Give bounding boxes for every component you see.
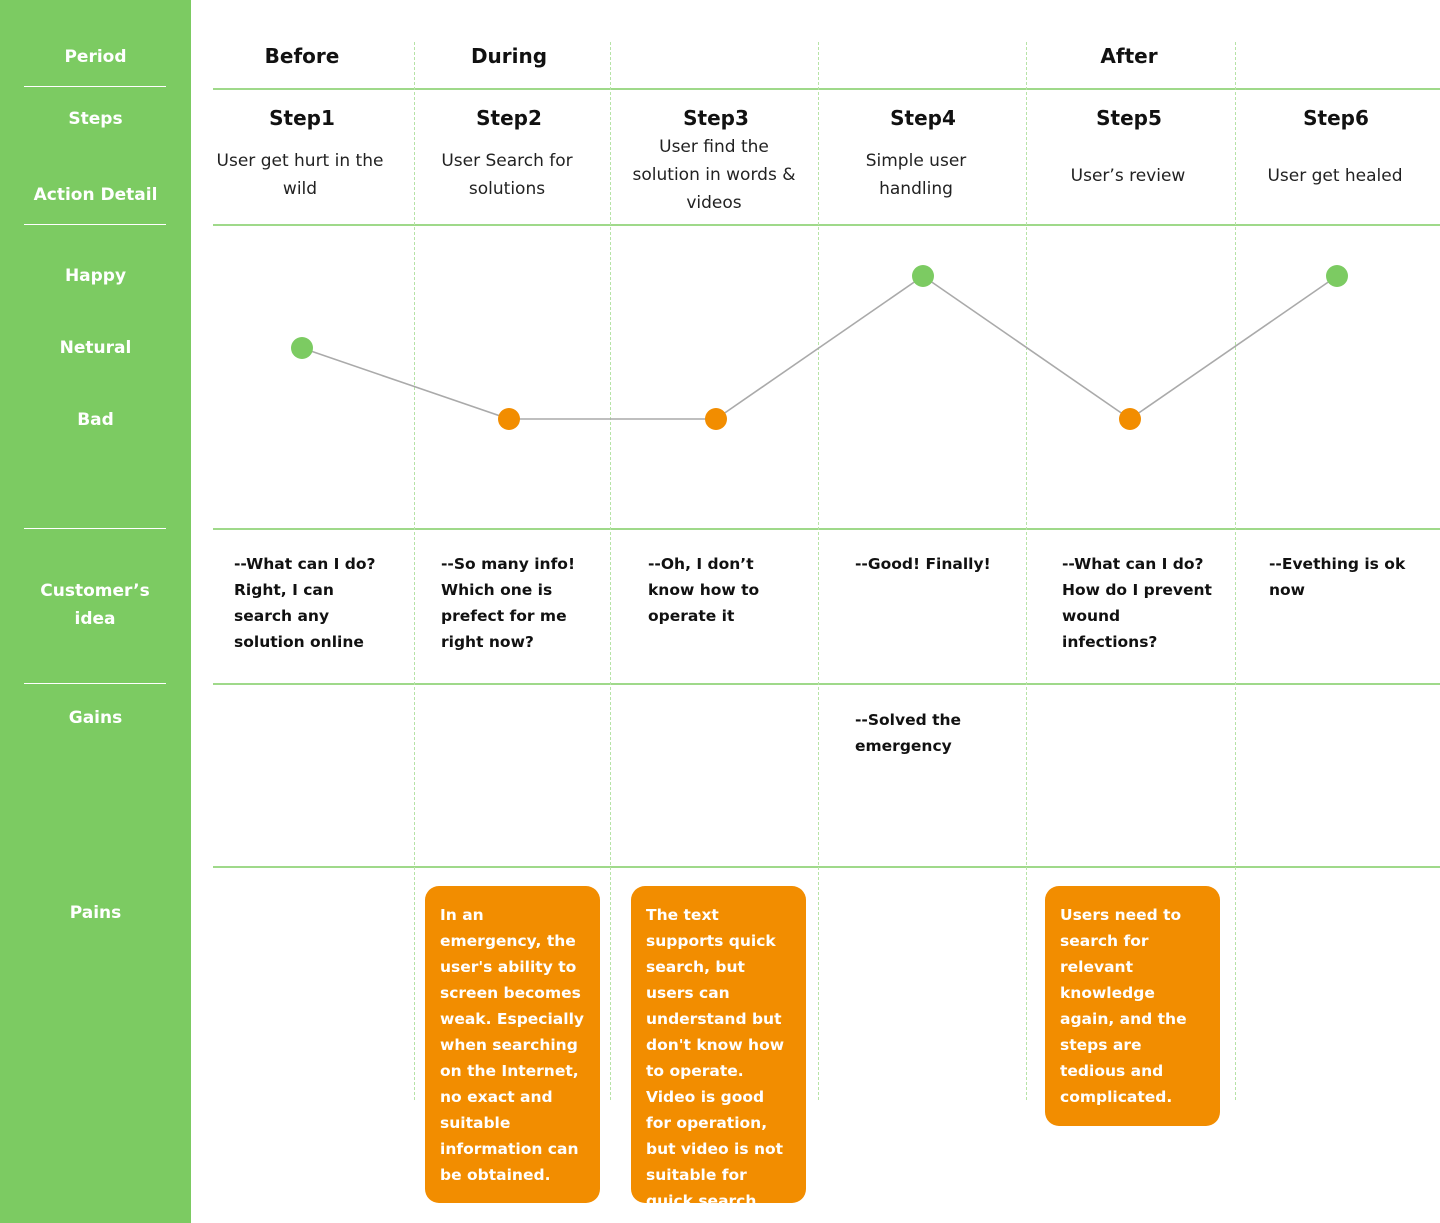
emotion-point-step1 bbox=[291, 337, 313, 359]
row-label-bad: Bad bbox=[77, 410, 114, 430]
period-after: After bbox=[1100, 44, 1158, 68]
customer-idea-4: --Good! Finally! bbox=[855, 555, 991, 573]
step-title-5: Step5 bbox=[1096, 106, 1162, 130]
column-divider bbox=[414, 42, 415, 1100]
step-title-4: Step4 bbox=[890, 106, 956, 130]
emotion-line-segment bbox=[715, 275, 924, 420]
column-divider bbox=[818, 42, 819, 1100]
pain-card-3: The text supports quick search, but user… bbox=[631, 886, 806, 1210]
period-before: Before bbox=[264, 44, 340, 68]
sidebar-divider bbox=[24, 86, 166, 87]
action-detail-2: User Search for solutions bbox=[441, 151, 573, 199]
row-label-customers-idea: Customer’s idea bbox=[40, 581, 150, 629]
customer-idea-2: --So many info! Which one is prefect for… bbox=[441, 555, 576, 651]
row-label-neutral: Netural bbox=[59, 338, 132, 358]
emotion-point-step2 bbox=[498, 408, 520, 430]
customer-idea-5: --What can I do? How do I prevent wound … bbox=[1062, 555, 1212, 651]
row-divider bbox=[213, 224, 1440, 226]
row-label-happy: Happy bbox=[64, 266, 127, 286]
pain-card-5: Users need to search for relevant knowle… bbox=[1045, 886, 1220, 1126]
column-divider bbox=[1235, 42, 1236, 1100]
period-during: During bbox=[470, 44, 548, 68]
action-detail-1: User get hurt in the wild bbox=[216, 151, 384, 199]
row-divider bbox=[213, 683, 1440, 685]
customer-idea-3: --Oh, I don’t know how to operate it bbox=[648, 555, 760, 625]
sidebar-divider bbox=[24, 683, 166, 684]
step-title-1: Step1 bbox=[269, 106, 335, 130]
emotion-point-step5 bbox=[1119, 408, 1141, 430]
action-detail-4: Simple user handling bbox=[865, 151, 967, 199]
emotion-point-step4 bbox=[912, 265, 934, 287]
step-title-6: Step6 bbox=[1303, 106, 1369, 130]
gain-4: --Solved the emergency bbox=[855, 711, 962, 755]
emotion-line-segment bbox=[1129, 275, 1338, 420]
emotion-point-step3 bbox=[705, 408, 727, 430]
emotion-line-segment bbox=[301, 347, 510, 420]
row-divider bbox=[213, 528, 1440, 530]
sidebar: Period Steps Action Detail Happy Netural… bbox=[0, 0, 191, 1223]
customer-idea-1: --What can I do? Right, I can search any… bbox=[234, 555, 376, 651]
customer-idea-6: --Evething is ok now bbox=[1269, 555, 1406, 599]
column-divider bbox=[610, 42, 611, 1100]
sidebar-divider bbox=[24, 528, 166, 529]
action-detail-6: User get healed bbox=[1267, 166, 1403, 186]
row-divider bbox=[213, 866, 1440, 868]
row-divider bbox=[213, 88, 1440, 90]
column-divider bbox=[1026, 42, 1027, 1100]
row-label-period: Period bbox=[64, 47, 127, 67]
row-label-pains: Pains bbox=[69, 903, 122, 923]
sidebar-divider bbox=[24, 224, 166, 225]
action-detail-3: User find the solution in words & videos bbox=[632, 137, 796, 213]
row-label-steps: Steps bbox=[68, 109, 123, 129]
step-title-3: Step3 bbox=[683, 106, 749, 130]
row-label-gains: Gains bbox=[68, 708, 123, 728]
row-label-action-detail: Action Detail bbox=[33, 185, 158, 205]
emotion-point-step6 bbox=[1326, 265, 1348, 287]
pain-card-2: In an emergency, the user's ability to s… bbox=[425, 886, 600, 1203]
step-title-2: Step2 bbox=[476, 106, 542, 130]
emotion-line-segment bbox=[922, 275, 1131, 420]
action-detail-5: User’s review bbox=[1070, 166, 1186, 186]
